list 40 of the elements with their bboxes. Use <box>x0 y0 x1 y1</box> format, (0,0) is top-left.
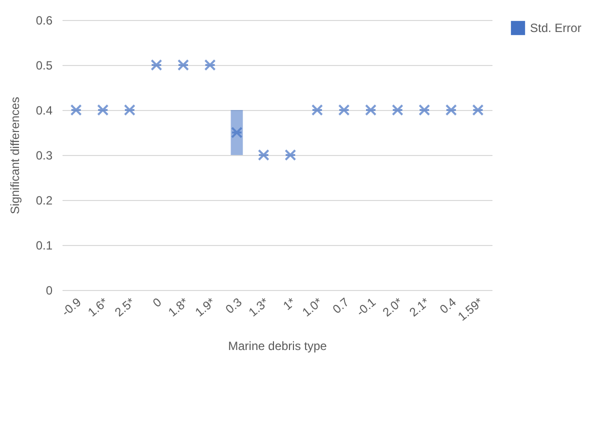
point <box>311 104 323 116</box>
x-tick-label: 1* <box>280 294 298 313</box>
x-tick-label: 2.0* <box>380 294 406 320</box>
x-tick-label: 1.6* <box>85 294 111 320</box>
x-tick-label: 0 <box>150 294 164 310</box>
y-tick-label: 0.3 <box>36 148 53 162</box>
point <box>150 59 162 71</box>
point <box>284 149 296 161</box>
x-tick-label: 1.9* <box>192 294 218 320</box>
x-tick-label: 1.3* <box>246 294 272 320</box>
y-tick-label: 0.5 <box>36 58 53 72</box>
x-tick-label: 2.1* <box>406 294 432 320</box>
legend-label: Std. Error <box>530 21 582 35</box>
x-tick-label: 0.3 <box>222 294 245 316</box>
y-tick-label: 0.4 <box>36 104 53 118</box>
point <box>365 104 377 116</box>
x-tick-label: 0.4 <box>437 294 460 316</box>
point <box>177 59 189 71</box>
point <box>70 104 82 116</box>
point <box>204 59 216 71</box>
x-tick-label: 2.5* <box>112 294 138 320</box>
point <box>392 104 404 116</box>
y-tick-label: 0.1 <box>36 238 53 252</box>
point <box>472 104 484 116</box>
point <box>124 104 136 116</box>
point <box>445 104 457 116</box>
x-tick-label: 1.8* <box>166 294 192 320</box>
y-tick-label: 0.2 <box>36 194 53 208</box>
point <box>418 104 430 116</box>
point <box>258 149 270 161</box>
x-tick-label: -0.9 <box>58 294 84 319</box>
point <box>97 104 109 116</box>
y-tick-label: 0 <box>46 284 53 298</box>
x-tick-label: -0.1 <box>354 294 379 319</box>
x-tick-label: 0.7 <box>330 294 352 316</box>
x-tick-label: 1.0* <box>300 294 326 320</box>
point <box>338 104 350 116</box>
y-axis-title: Significant differences <box>8 96 22 214</box>
y-tick-label: 0.6 <box>36 14 53 28</box>
x-axis-title: Marine debris type <box>228 338 328 353</box>
